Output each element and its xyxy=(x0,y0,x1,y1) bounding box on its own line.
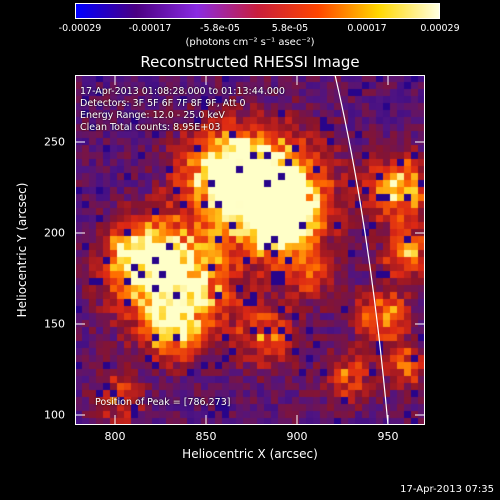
y-axis-label: Heliocentric Y (arcsec) xyxy=(15,182,29,318)
limb-curve xyxy=(334,75,389,425)
colorbar xyxy=(75,3,440,19)
x-axis-label: Heliocentric X (arcsec) xyxy=(182,447,318,461)
rhessi-image xyxy=(75,75,425,425)
y-tick-label: 150 xyxy=(44,317,65,331)
colorbar-units: (photons cm⁻² s⁻¹ asec⁻²) xyxy=(185,37,315,48)
x-tick-label: 850 xyxy=(195,430,217,443)
energy-annotation: Energy Range: 12.0 - 25.0 keV xyxy=(80,110,225,121)
footer-timestamp: 17-Apr-2013 07:35 xyxy=(400,484,494,495)
clean-annotation: Clean Total counts: 8.95E+03 xyxy=(80,122,221,133)
x-tick-label: 950 xyxy=(377,430,399,443)
colorbar-tick: 0.00029 xyxy=(420,23,460,34)
y-tick-label: 200 xyxy=(44,226,65,240)
x-tick-label: 800 xyxy=(104,430,126,443)
colorbar-tick: -0.00029 xyxy=(58,23,102,34)
detectors-annotation: Detectors: 3F 5F 6F 7F 8F 9F, Att 0 xyxy=(80,98,246,109)
y-tick-label: 250 xyxy=(44,135,65,149)
time-range-annotation: 17-Apr-2013 01:08:28.000 to 01:13:44.000 xyxy=(80,86,285,97)
x-tick-label: 900 xyxy=(286,430,308,443)
axis-ticks xyxy=(75,75,425,425)
peak-annotation: Position of Peak = [786,273] xyxy=(95,397,231,408)
solar-limb xyxy=(334,75,389,425)
plot-title: Reconstructed RHESSI Image xyxy=(140,53,360,71)
y-tick-label: 100 xyxy=(44,408,65,422)
colorbar-tick: 0.00017 xyxy=(347,23,387,34)
colorbar-tick: -0.00017 xyxy=(128,23,172,34)
colorbar-tick: -5.8e-05 xyxy=(200,23,240,34)
colorbar-tick: 5.8e-05 xyxy=(271,23,309,34)
